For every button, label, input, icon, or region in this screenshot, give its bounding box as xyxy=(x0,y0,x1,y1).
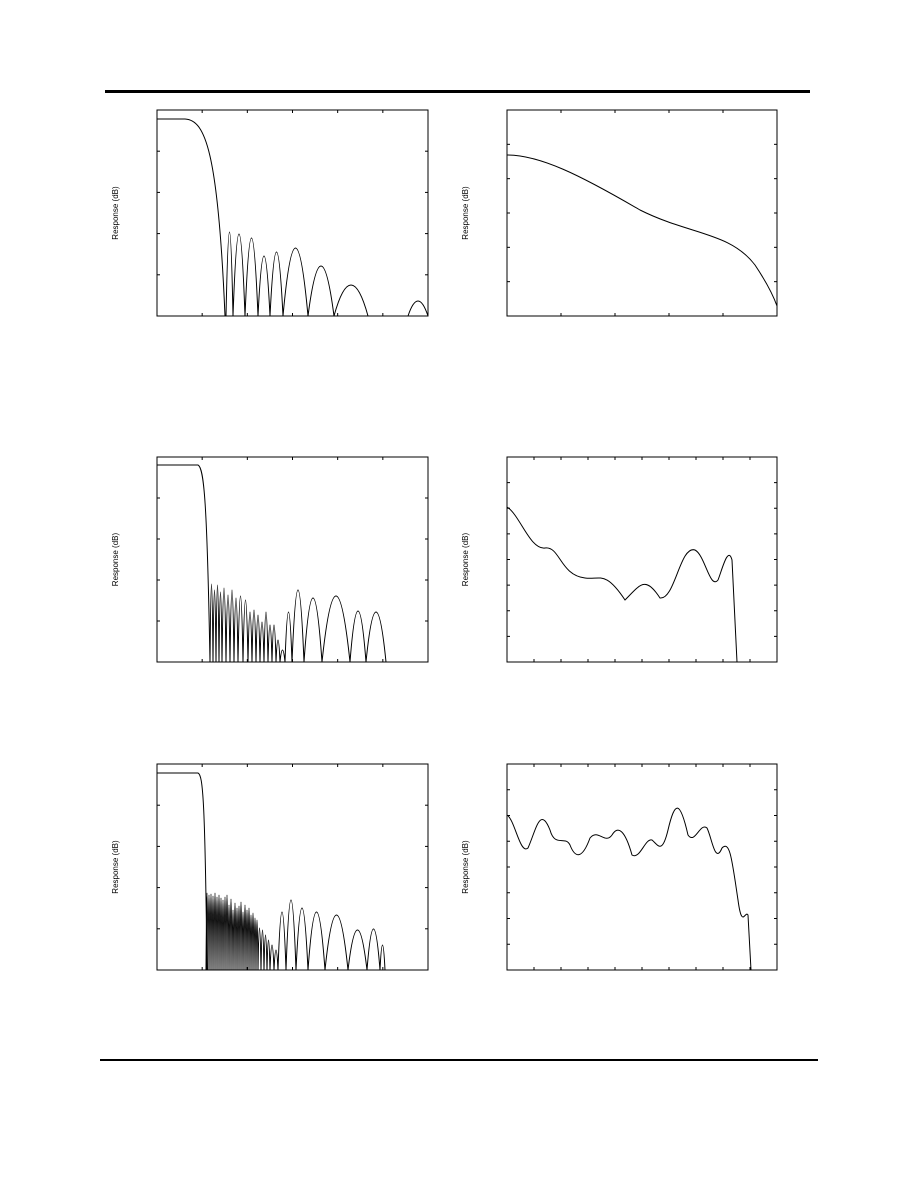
response-curve xyxy=(225,231,369,317)
response-curve xyxy=(506,154,778,307)
footer-rule xyxy=(100,1059,818,1061)
y-axis-label: Response (dB) xyxy=(461,840,470,894)
response-curve xyxy=(157,772,208,971)
plot-frame xyxy=(156,763,429,971)
y-axis-label: Response (dB) xyxy=(461,186,470,240)
plot-frame xyxy=(506,763,778,971)
y-axis-label: Response (dB) xyxy=(461,532,470,586)
header-rule xyxy=(105,90,810,93)
plot-frame xyxy=(506,109,778,317)
plot-frame xyxy=(156,456,429,663)
y-axis-label: Response (dB) xyxy=(111,186,120,240)
response-curve xyxy=(506,506,738,663)
response-curve xyxy=(157,118,226,317)
y-axis-label: Response (dB) xyxy=(111,840,120,894)
response-curve xyxy=(209,583,387,663)
plot-frame xyxy=(506,456,778,663)
y-axis-label: Response (dB) xyxy=(111,532,120,586)
response-curve xyxy=(205,892,386,971)
plot-frame xyxy=(156,109,429,317)
response-curve xyxy=(407,300,429,317)
response-curve xyxy=(506,807,752,971)
response-curve xyxy=(157,464,211,663)
